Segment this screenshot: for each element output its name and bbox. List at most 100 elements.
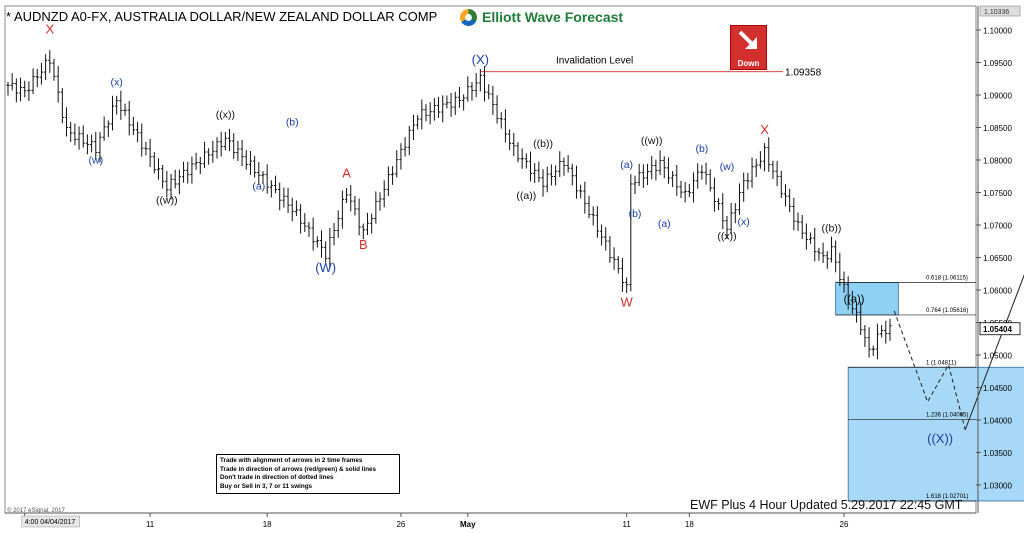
ohlc-bar <box>286 187 290 214</box>
ohlc-bar <box>131 116 135 135</box>
ohlc-bar <box>541 169 545 197</box>
ohlc-bar <box>788 188 792 213</box>
ohlc-bar <box>94 131 98 160</box>
fib-level-label: 1.236 (1.04005) <box>926 413 968 419</box>
wave-label: ((b)) <box>533 138 553 150</box>
ohlc-bar <box>303 213 307 232</box>
ohlc-bar <box>687 183 691 198</box>
note-line: Trade with alignment of arrows in 2 time… <box>220 457 363 464</box>
ohlc-bar <box>608 236 612 263</box>
ohlc-bar <box>629 174 633 292</box>
ohlc-bar <box>520 148 524 169</box>
x-tick-label: 18 <box>685 520 694 529</box>
wave-label: (x) <box>111 76 123 88</box>
ohlc-bar <box>599 224 604 246</box>
ohlc-bar <box>875 323 880 360</box>
ohlc-bar <box>56 65 60 103</box>
ohlc-bar <box>612 247 616 270</box>
ohlc-bar <box>428 102 432 125</box>
ohlc-bar <box>39 62 44 85</box>
last-price-box <box>979 322 1021 336</box>
ohlc-bar <box>721 193 725 230</box>
ohlc-bar <box>81 125 85 148</box>
ohlc-bar <box>219 131 223 157</box>
ohlc-bar <box>637 163 641 187</box>
wave-label: X <box>45 21 54 36</box>
ohlc-bar <box>457 86 462 108</box>
wave-label: (b) <box>286 117 299 129</box>
ohlc-bar <box>863 325 867 347</box>
ohlc-bar <box>796 212 800 232</box>
ohlc-bar <box>671 171 675 187</box>
y-tick-label: 1.03500 <box>983 449 1012 458</box>
x-tick-label: 18 <box>263 520 272 529</box>
ohlc-bar <box>290 197 294 222</box>
ohlc-bar <box>353 195 357 216</box>
ohlc-bar <box>528 151 533 182</box>
ohlc-bar <box>102 116 106 141</box>
ohlc-bar <box>23 80 27 98</box>
ohlc-bar <box>248 151 253 175</box>
ohlc-bar <box>821 242 825 264</box>
ohlc-bar <box>340 190 344 229</box>
ohlc-bar <box>378 192 382 211</box>
y-tick-label: 1.06500 <box>983 254 1012 263</box>
ohlc-bar <box>633 175 637 195</box>
ohlc-bar <box>69 121 73 142</box>
y-tick-label: 1.04000 <box>983 417 1012 426</box>
ohlc-bar <box>449 92 453 117</box>
ohlc-bar <box>859 302 863 335</box>
ohlc-bar <box>161 164 165 189</box>
ohlc-bar <box>90 134 94 153</box>
ohlc-bar <box>466 76 470 102</box>
ohlc-bar <box>553 165 558 186</box>
ohlc-bar <box>767 137 771 172</box>
ohlc-bar <box>403 137 407 157</box>
ohlc-bar <box>156 158 161 180</box>
ohlc-bar <box>783 184 788 207</box>
ohlc-bar <box>432 98 436 121</box>
ohlc-bar <box>299 203 303 234</box>
ohlc-bar <box>808 232 813 244</box>
ohlc-bar <box>315 236 319 248</box>
y-tick-label: 1.10000 <box>983 27 1012 36</box>
ohlc-bar <box>390 166 395 185</box>
ohlc-bar <box>691 172 696 203</box>
ohlc-bar <box>641 164 645 188</box>
wave-label: ((x)) <box>216 109 235 121</box>
logo: Elliott Wave Forecast <box>460 7 623 27</box>
wave-label: W <box>620 294 633 309</box>
ohlc-bar <box>253 156 257 178</box>
trading-notes-box: Trade with alignment of arrows in 2 time… <box>216 454 400 495</box>
x-tick-label: 11 <box>622 520 631 529</box>
ohlc-bar <box>148 138 152 167</box>
ohlc-bar <box>717 198 721 211</box>
fib-level-label: 0.618 (1.06115) <box>926 276 968 282</box>
wave-label: X <box>760 122 769 137</box>
y-tick-label: 1.05000 <box>983 352 1012 361</box>
ohlc-bar <box>436 96 441 118</box>
ohlc-bar <box>570 163 574 186</box>
ohlc-bar <box>650 156 654 180</box>
ohlc-bar <box>478 68 482 92</box>
wave-label: (x) <box>738 216 750 228</box>
ohlc-bar <box>407 125 411 156</box>
wave-label: (a) <box>658 218 671 230</box>
wave-label: A <box>342 166 351 181</box>
wave-label: (X) <box>472 52 489 67</box>
ohlc-bar <box>202 141 207 169</box>
ohlc-bar <box>587 195 591 219</box>
ohlc-bar <box>190 156 194 184</box>
ohlc-bar <box>666 157 671 184</box>
ohlc-bar <box>332 222 336 246</box>
ohlc-bar <box>474 72 478 98</box>
ohlc-bar <box>499 112 503 129</box>
top-price-label: 1.10336 <box>984 9 1009 16</box>
ohlc-bar <box>595 206 599 238</box>
copyright-text: © 2017 eSignal, 2017 <box>7 508 65 514</box>
ohlc-bar <box>503 109 508 143</box>
ohlc-bar <box>470 82 474 101</box>
ohlc-bar <box>813 227 817 262</box>
ohlc-bar <box>729 202 733 235</box>
